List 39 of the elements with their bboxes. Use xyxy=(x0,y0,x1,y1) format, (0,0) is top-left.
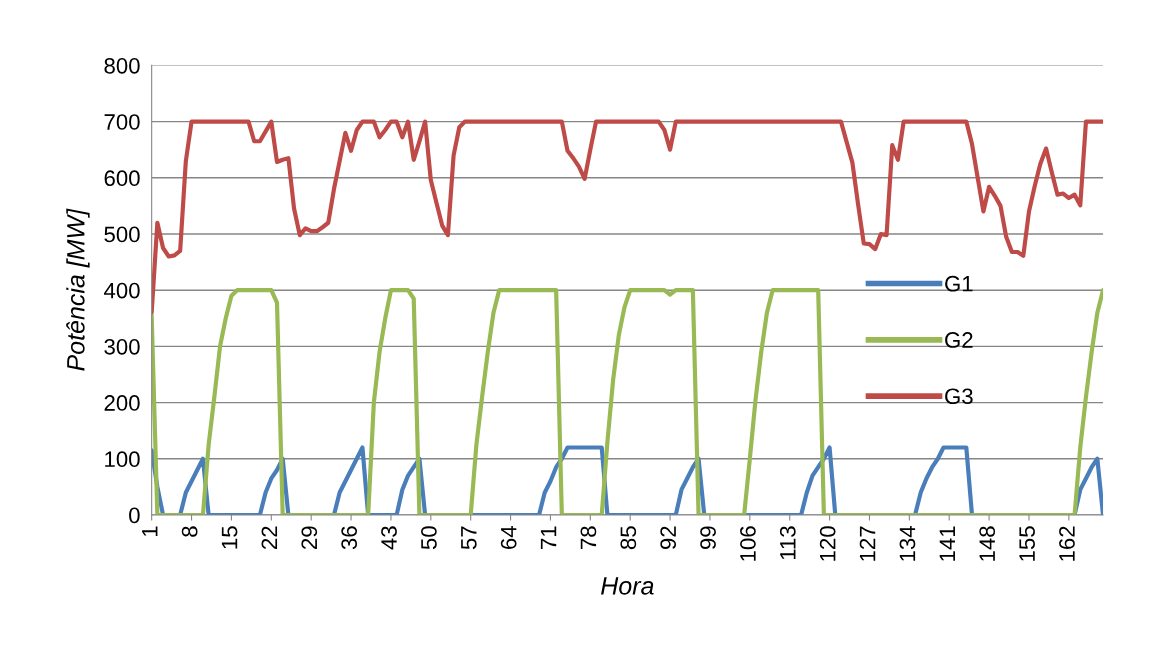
x-tick-label: 85 xyxy=(620,526,637,550)
x-tick-label: 8 xyxy=(181,526,198,537)
x-tick-label: 155 xyxy=(1019,526,1035,561)
x-axis-title: Hora xyxy=(601,577,654,595)
y-tick-label: 0 xyxy=(129,507,140,524)
y-tick-label: 300 xyxy=(104,338,140,355)
x-tick-label: 29 xyxy=(301,526,318,549)
x-tick-label: 64 xyxy=(500,526,517,549)
x-tick-label: 92 xyxy=(660,526,677,550)
y-tick-label: 400 xyxy=(103,282,140,299)
y-tick-label: 200 xyxy=(104,395,140,411)
x-tick-label: 50 xyxy=(421,526,437,550)
x-tick-label: 36 xyxy=(341,526,358,550)
x-tick-label: 99 xyxy=(700,526,716,550)
x-tick-label: 127 xyxy=(859,526,876,561)
legend-label: G2 xyxy=(945,332,973,348)
y-tick-label: 700 xyxy=(104,114,140,130)
y-axis-title: Potência [MW] xyxy=(66,208,90,371)
x-tick-label: 141 xyxy=(939,526,955,561)
x-tick-label: 15 xyxy=(221,526,238,549)
x-tick-label: 148 xyxy=(979,526,996,561)
x-tick-label: 120 xyxy=(819,526,836,561)
x-tick-label: 106 xyxy=(740,526,756,561)
x-tick-label: 1 xyxy=(142,526,158,537)
x-tick-label: 78 xyxy=(580,526,597,549)
legend-label: G3 xyxy=(945,388,973,405)
x-tick-label: 134 xyxy=(899,526,916,561)
x-tick-label: 162 xyxy=(1059,526,1075,561)
y-tick-label: 800 xyxy=(104,57,140,74)
y-tick-label: 600 xyxy=(104,170,140,187)
y-tick-label: 500 xyxy=(104,226,140,243)
x-tick-label: 43 xyxy=(381,526,397,550)
x-tick-label: 71 xyxy=(540,526,557,549)
y-tick-label: 100 xyxy=(105,451,140,468)
legend-label: G1 xyxy=(945,275,973,292)
x-tick-label: 113 xyxy=(779,526,796,560)
x-tick-label: 57 xyxy=(461,526,477,550)
x-tick-label: 22 xyxy=(261,526,278,549)
line-series xyxy=(151,119,1104,315)
